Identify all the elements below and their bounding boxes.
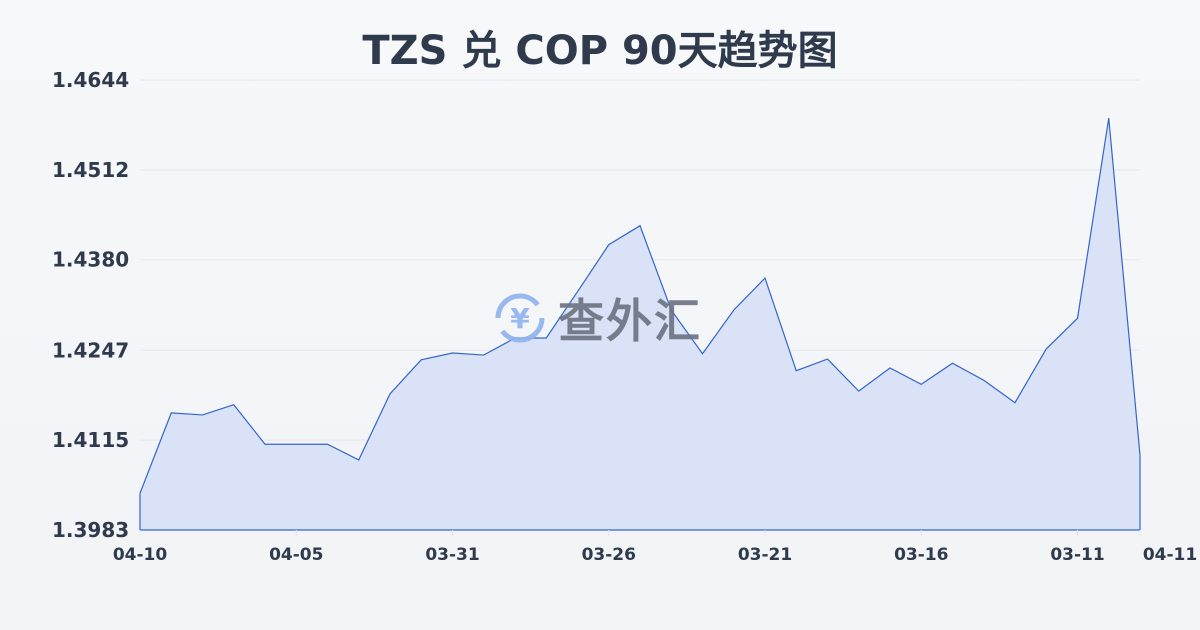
y-tick-label: 1.4380: [52, 248, 129, 272]
x-tick-label: 03-26: [582, 545, 636, 565]
yen-exchange-icon: ¥: [495, 293, 545, 343]
watermark: ¥ 查外汇: [490, 285, 702, 351]
watermark-text: 查外汇: [558, 294, 702, 348]
y-tick-label: 1.4247: [52, 338, 129, 362]
x-tick-label: 04-10: [113, 545, 168, 565]
y-tick-label: 1.4512: [52, 158, 129, 182]
y-tick-label: 1.4644: [52, 68, 129, 92]
x-tick-label: 04-11: [1143, 545, 1197, 565]
y-tick-label: 1.4115: [52, 428, 129, 452]
series-line: [139, 118, 1141, 494]
area-fill: [140, 118, 1140, 530]
x-tick-label: 04-05: [269, 545, 323, 565]
x-tick-label: 03-21: [738, 545, 792, 565]
x-tick-label: 03-11: [1050, 545, 1104, 565]
x-tick-label: 03-16: [894, 545, 948, 565]
svg-text:¥: ¥: [510, 302, 530, 335]
chart-title: TZS 兑 COP 90天趋势图: [362, 28, 838, 74]
y-tick-label: 1.3983: [52, 518, 129, 542]
x-tick-label: 03-31: [425, 545, 479, 565]
